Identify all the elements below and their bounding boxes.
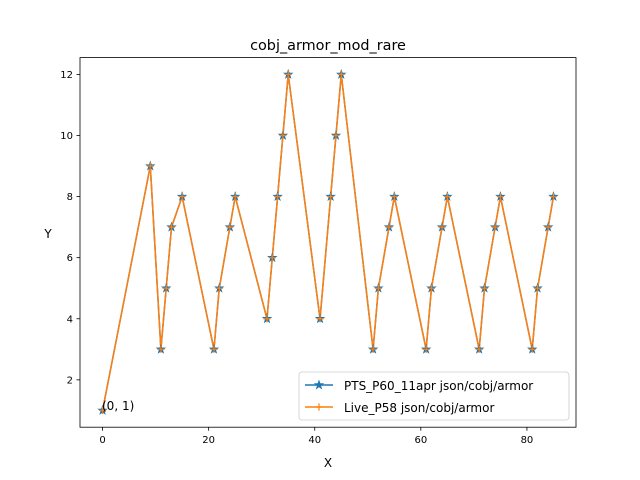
x-tick-label: 60: [414, 435, 427, 446]
y-tick-label: 8: [67, 192, 73, 203]
data-point-s1-11: [268, 254, 276, 262]
legend-box: [298, 371, 570, 421]
data-point-s1-32: [533, 284, 542, 292]
axis-ticks: 0 20 40 60 80 2 4 6 8 10 12: [60, 70, 533, 446]
data-point-s1-20: [374, 284, 382, 292]
y-tick-label: 6: [67, 253, 73, 264]
y-tick-label: 10: [60, 131, 73, 142]
y-tick-label: 2: [67, 375, 73, 386]
data-point-s1-9: [231, 192, 239, 201]
y-axis-label: Y: [43, 227, 52, 241]
data-point-s1-24: [427, 284, 436, 292]
x-tick-label: 20: [202, 435, 215, 446]
legend-label-live: Live_P58 json/cobj/armor: [344, 401, 494, 415]
data-point-s1-27: [475, 345, 483, 353]
data-point-s1-1: [146, 162, 154, 170]
data-point-s1-33: [544, 223, 552, 231]
data-point-s1-23: [422, 345, 430, 353]
data-point-s1-12: [274, 192, 282, 201]
data-point-s1-2: [157, 345, 165, 353]
point-annotation: (0, 1): [102, 399, 134, 413]
data-point-s1-22: [390, 192, 398, 201]
data-point-s1-13: [279, 131, 287, 140]
data-point-s1-19: [369, 345, 377, 353]
data-point-s1-30: [496, 192, 505, 201]
data-point-s1-6: [210, 345, 218, 353]
data-point-s1-18: [337, 70, 345, 78]
x-tick-label: 80: [521, 435, 534, 446]
data-point-s1-21: [385, 223, 393, 231]
data-point-s1-31: [528, 345, 536, 353]
data-point-s1-25: [438, 223, 446, 231]
data-point-s1-0: [98, 406, 107, 414]
legend-marker-pts: [313, 379, 325, 390]
data-point-s1-3: [162, 284, 170, 292]
data-point-s1-15: [316, 315, 324, 323]
x-tick-label: 40: [308, 435, 321, 446]
legend: PTS_P60_11apr json/cobj/armor Live_P58 j…: [298, 371, 570, 421]
plot-area: [97, 68, 559, 415]
data-point-s1-14: [284, 70, 292, 78]
y-tick-label: 4: [67, 314, 73, 325]
data-point-s1-10: [263, 315, 271, 323]
x-tick-label: 0: [99, 435, 105, 446]
data-point-s1-34: [549, 192, 558, 201]
data-point-s1-4: [167, 223, 176, 231]
legend-label-pts: PTS_P60_11apr json/cobj/armor: [344, 379, 533, 393]
y-tick-label: 12: [60, 70, 73, 81]
axes-frame: [79, 57, 577, 428]
data-point-s1-26: [443, 192, 451, 201]
data-point-s1-8: [226, 223, 234, 231]
data-point-s1-16: [327, 192, 335, 201]
data-point-s1-5: [178, 192, 186, 201]
chart-title: cobj_armor_mod_rare: [250, 38, 406, 54]
legend-marker-live: [315, 403, 323, 411]
data-point-s1-17: [332, 131, 340, 140]
data-point-s1-29: [491, 223, 499, 231]
data-point-s1-7: [215, 284, 223, 292]
data-point-s1-28: [480, 284, 489, 292]
x-axis-label: X: [324, 456, 332, 470]
